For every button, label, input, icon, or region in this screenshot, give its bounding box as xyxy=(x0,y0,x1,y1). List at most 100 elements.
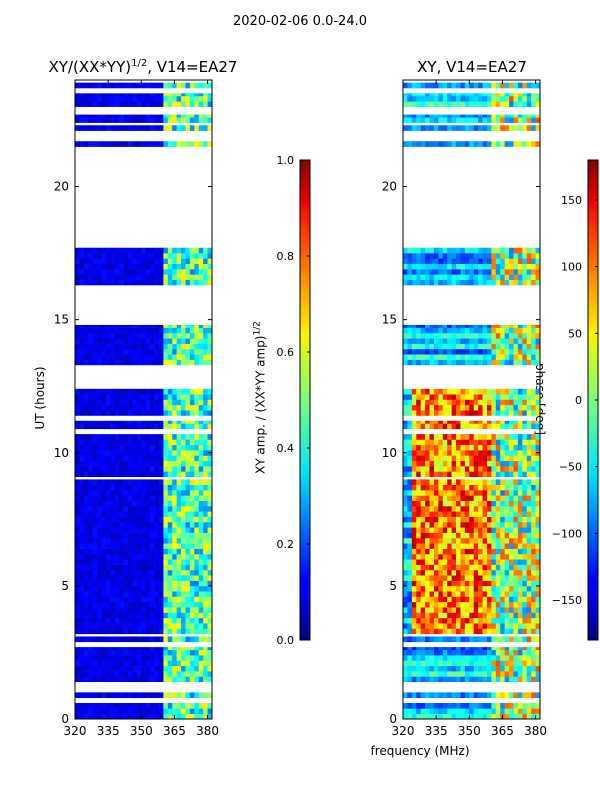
heatmap-cell xyxy=(486,676,492,683)
heatmap-cell xyxy=(451,354,457,360)
heatmap-cell xyxy=(500,479,505,485)
heatmap-cell xyxy=(207,343,213,350)
heatmap-cell xyxy=(145,354,151,360)
heatmap-cell xyxy=(114,500,120,507)
heatmap-cell xyxy=(79,532,85,539)
heatmap-cell xyxy=(500,279,505,286)
heatmap-cell xyxy=(447,269,452,275)
heatmap-cell xyxy=(522,95,528,102)
heatmap-cell xyxy=(438,354,444,360)
heatmap-cell xyxy=(132,532,138,539)
heatmap-cell xyxy=(119,655,124,661)
heatmap-cell xyxy=(185,439,191,446)
heatmap-cell xyxy=(185,82,191,89)
heatmap-cell xyxy=(203,263,208,270)
heatmap-cell xyxy=(114,521,120,528)
heatmap-cell xyxy=(150,649,155,656)
heatmap-cell xyxy=(535,269,541,275)
heatmap-cell xyxy=(491,434,497,440)
heatmap-cell xyxy=(495,404,501,411)
heatmap-cell xyxy=(504,327,510,334)
heatmap-cell xyxy=(75,636,80,643)
heatmap-cell xyxy=(509,343,514,350)
heatmap-cell xyxy=(97,141,102,147)
heatmap-cell xyxy=(504,125,510,131)
heatmap-cell xyxy=(535,703,541,709)
heatmap-cell xyxy=(460,649,466,656)
heatmap-cell xyxy=(167,527,173,533)
heatmap-cell xyxy=(429,527,435,533)
heatmap-cell xyxy=(136,596,142,603)
heatmap-cell xyxy=(145,575,151,581)
heatmap-cell xyxy=(442,655,448,661)
heatmap-cell xyxy=(447,628,452,635)
heatmap-cell xyxy=(163,455,169,462)
heatmap-cell xyxy=(486,596,492,603)
heatmap-cell xyxy=(83,665,89,672)
heatmap-cell xyxy=(425,580,430,587)
heatmap-cell xyxy=(101,420,107,424)
heatmap-cell xyxy=(207,516,213,523)
heatmap-cell xyxy=(101,655,107,661)
heatmap-cell xyxy=(425,404,430,411)
heatmap-cell xyxy=(473,490,479,496)
heatmap-cell xyxy=(207,420,213,424)
heatmap-cell xyxy=(531,575,536,581)
heatmap-cell xyxy=(92,253,98,259)
heatmap-cell xyxy=(75,537,80,544)
heatmap-cell xyxy=(119,617,124,624)
heatmap-cell xyxy=(198,647,204,651)
heatmap-cell xyxy=(79,575,85,581)
heatmap-cell xyxy=(128,247,133,254)
heatmap-cell xyxy=(429,511,435,517)
heatmap-cell xyxy=(176,125,182,131)
heatmap-cell xyxy=(433,703,439,709)
heatmap-cell xyxy=(136,649,142,656)
heatmap-cell xyxy=(526,479,532,485)
heatmap-cell xyxy=(447,660,452,667)
heatmap-cell xyxy=(531,471,536,478)
heatmap-cell xyxy=(198,394,204,400)
heatmap-cell xyxy=(420,279,426,286)
heatmap-cell xyxy=(189,596,195,603)
heatmap-cell xyxy=(101,327,107,334)
heatmap-cell xyxy=(194,612,200,619)
heatmap-cell xyxy=(403,601,408,608)
heatmap-cell xyxy=(141,404,147,411)
heatmap-cell xyxy=(526,247,532,254)
heatmap-cell xyxy=(486,537,492,544)
heatmap-cell xyxy=(203,649,208,656)
heatmap-cell xyxy=(425,258,430,265)
heatmap-cell xyxy=(176,516,182,523)
heatmap-cell xyxy=(486,665,492,672)
heatmap-cell xyxy=(535,279,541,286)
heatmap-cell xyxy=(150,399,155,406)
heatmap-cell xyxy=(469,82,475,89)
heatmap-cell xyxy=(176,628,182,635)
heatmap-cell xyxy=(158,423,164,430)
heatmap-cell xyxy=(526,279,532,286)
heatmap-cell xyxy=(500,548,505,555)
heatmap-cell xyxy=(163,708,169,714)
heatmap-cell xyxy=(105,500,111,507)
heatmap-cell xyxy=(478,495,483,501)
heatmap-cell xyxy=(110,82,116,89)
heatmap-cell xyxy=(429,388,435,395)
heatmap-cell xyxy=(411,647,417,651)
heatmap-cell xyxy=(451,253,457,259)
heatmap-cell xyxy=(478,500,483,507)
heatmap-cell xyxy=(110,141,116,147)
heatmap-cell xyxy=(416,655,421,661)
heatmap-cell xyxy=(513,500,519,507)
heatmap-cell xyxy=(451,247,457,254)
heatmap-cell xyxy=(451,703,457,709)
heatmap-cell xyxy=(456,332,461,339)
heatmap-cell xyxy=(495,460,501,467)
heatmap-cell xyxy=(207,279,213,286)
heatmap-cell xyxy=(198,420,204,424)
heatmap-cell xyxy=(158,591,164,597)
heatmap-cell xyxy=(158,354,164,360)
heatmap-cell xyxy=(407,253,413,259)
heatmap-cell xyxy=(189,591,195,597)
heatmap-cell xyxy=(451,649,457,656)
